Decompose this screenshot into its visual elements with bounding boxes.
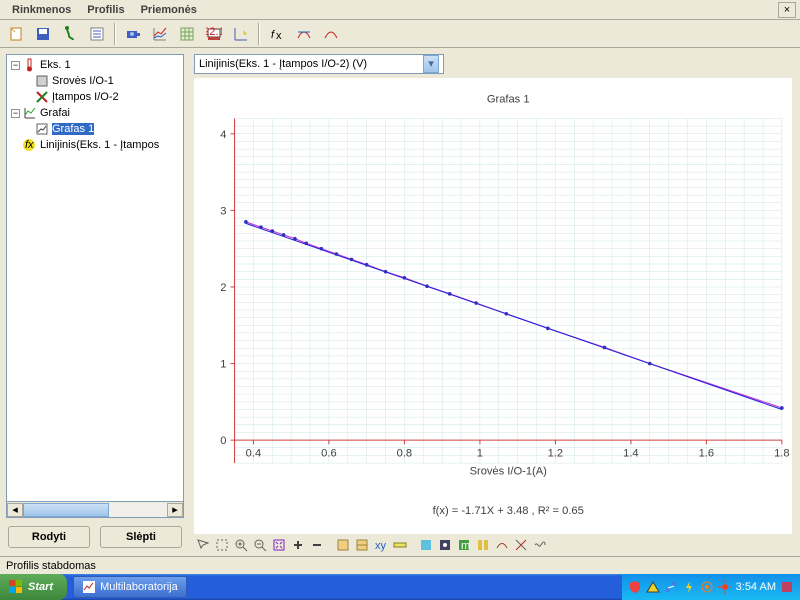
- main-toolbar: 22.1 fx: [0, 20, 800, 48]
- scroll-right[interactable]: ▸: [167, 503, 183, 517]
- status-bar: Profilis stabdomas: [0, 556, 800, 574]
- taskbar: Start Multilaboratorija 3:54 AM: [0, 574, 800, 600]
- tree-linijinis[interactable]: fxLinijinis(Eks. 1 - Įtampos: [9, 137, 181, 153]
- system-tray[interactable]: 3:54 AM: [622, 574, 800, 600]
- tree-hscroll[interactable]: ◂ ▸: [6, 502, 184, 518]
- tool-a2[interactable]: [436, 536, 454, 554]
- tree-grafai[interactable]: −Grafai: [9, 105, 181, 121]
- scroll-left[interactable]: ◂: [7, 503, 23, 517]
- svg-text:fx: fx: [25, 139, 34, 151]
- tray-warn-icon: [646, 580, 660, 594]
- svg-text:0.4: 0.4: [246, 447, 261, 459]
- zoom-fit-icon[interactable]: [270, 536, 288, 554]
- chart-toolbar: xy m: [190, 534, 796, 556]
- svg-text:Srovės I/O-1(A): Srovės I/O-1(A): [470, 466, 548, 478]
- run-icon[interactable]: [58, 22, 82, 46]
- tool-a6[interactable]: [512, 536, 530, 554]
- tool-grid1[interactable]: [334, 536, 352, 554]
- io-icon: [35, 74, 49, 88]
- svg-text:4: 4: [220, 129, 226, 141]
- tool-a1[interactable]: [417, 536, 435, 554]
- zoom-in-icon[interactable]: [232, 536, 250, 554]
- dropdown-arrow-icon[interactable]: ▾: [423, 55, 439, 73]
- tool-xy[interactable]: xy: [372, 536, 390, 554]
- chart-icon[interactable]: [148, 22, 172, 46]
- edit-chart-icon[interactable]: [229, 22, 253, 46]
- tray-net-icon: [664, 580, 678, 594]
- tool-grid2[interactable]: [353, 536, 371, 554]
- svg-text:2: 2: [220, 282, 226, 294]
- show-button[interactable]: Rodyti: [8, 526, 90, 548]
- chart-area: Linijinis(Eks. 1 - Įtampos I/O-2) (V) ▾ …: [190, 48, 800, 556]
- tree-grafas1[interactable]: Grafas 1: [9, 121, 181, 137]
- graph-icon: [35, 122, 49, 136]
- svg-text:3: 3: [220, 205, 226, 217]
- new-icon[interactable]: [4, 22, 28, 46]
- svg-text:1.6: 1.6: [699, 447, 714, 459]
- tree-eks1[interactable]: −Eks. 1: [9, 57, 181, 73]
- minus-icon[interactable]: [308, 536, 326, 554]
- svg-text:1: 1: [220, 359, 226, 371]
- tool-1[interactable]: [194, 536, 212, 554]
- scroll-thumb[interactable]: [23, 503, 109, 517]
- svg-text:f(x) = -1.71X + 3.48 , R² = 0: f(x) = -1.71X + 3.48 , R² = 0.65: [433, 505, 584, 517]
- svg-text:1.8: 1.8: [774, 447, 789, 459]
- svg-text:1.2: 1.2: [548, 447, 563, 459]
- svg-text:22.1: 22.1: [206, 26, 222, 38]
- camera-icon[interactable]: [121, 22, 145, 46]
- clock: 3:54 AM: [736, 581, 776, 593]
- thermometer-icon: [23, 58, 37, 72]
- tree-view[interactable]: −Eks. 1 Srovės I/O-1 Įtampos I/O-2 −Graf…: [6, 54, 184, 502]
- tool-a7[interactable]: [531, 536, 549, 554]
- menu-profilis[interactable]: Profilis: [79, 2, 132, 18]
- tray-vol-icon: [700, 580, 714, 594]
- svg-text:m: m: [461, 540, 470, 552]
- tool-a5[interactable]: [493, 536, 511, 554]
- svg-text:1.4: 1.4: [623, 447, 638, 459]
- tool-a4[interactable]: [474, 536, 492, 554]
- chart-small-icon: [23, 106, 37, 120]
- curve-icon[interactable]: [319, 22, 343, 46]
- tangent-icon[interactable]: [292, 22, 316, 46]
- fx-icon[interactable]: fx: [265, 22, 289, 46]
- chart-plot[interactable]: 0.4 0.6 0.8 1 1.2 1.4 1.6 1.8 0 1 2 3 4 Grafas 1 Srovė…: [194, 78, 792, 534]
- tool-ruler[interactable]: [391, 536, 409, 554]
- grid-icon[interactable]: [175, 22, 199, 46]
- svg-text:f: f: [271, 29, 275, 41]
- tool-2[interactable]: [213, 536, 231, 554]
- tool-a3[interactable]: m: [455, 536, 473, 554]
- sidebar: −Eks. 1 Srovės I/O-1 Įtampos I/O-2 −Graf…: [0, 48, 190, 556]
- fx-small-icon: fx: [23, 138, 37, 152]
- svg-text:xy: xy: [375, 540, 387, 552]
- svg-text:x: x: [276, 30, 282, 42]
- tray-bolt-icon: [682, 580, 696, 594]
- svg-text:0.8: 0.8: [397, 447, 412, 459]
- start-button[interactable]: Start: [0, 574, 67, 600]
- series-dropdown[interactable]: Linijinis(Eks. 1 - Įtampos I/O-2) (V) ▾: [194, 54, 444, 74]
- zoom-out-icon[interactable]: [251, 536, 269, 554]
- dropdown-label: Linijinis(Eks. 1 - Įtampos I/O-2) (V): [199, 58, 367, 70]
- tree-sroves[interactable]: Srovės I/O-1: [9, 73, 181, 89]
- list-icon[interactable]: [85, 22, 109, 46]
- menu-bar: Rinkmenos Profilis Priemonės ×: [0, 0, 800, 20]
- svg-text:Grafas 1: Grafas 1: [487, 93, 530, 105]
- tree-itampos[interactable]: Įtampos I/O-2: [9, 89, 181, 105]
- menu-priemones[interactable]: Priemonės: [133, 2, 205, 18]
- tools-icon: [35, 90, 49, 104]
- plus-icon[interactable]: [289, 536, 307, 554]
- svg-text:0: 0: [220, 435, 226, 447]
- save-icon[interactable]: [31, 22, 55, 46]
- close-button[interactable]: ×: [778, 2, 796, 18]
- hide-button[interactable]: Slėpti: [100, 526, 182, 548]
- taskbar-app[interactable]: Multilaboratorija: [73, 576, 187, 598]
- meter-icon[interactable]: 22.1: [202, 22, 226, 46]
- tray-last-icon: [780, 580, 794, 594]
- svg-text:0.6: 0.6: [321, 447, 336, 459]
- svg-text:1: 1: [477, 447, 483, 459]
- tray-shield-icon: [628, 580, 642, 594]
- tray-sun-icon: [718, 580, 732, 594]
- menu-rinkmenos[interactable]: Rinkmenos: [4, 2, 79, 18]
